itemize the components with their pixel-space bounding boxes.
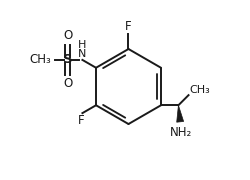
Text: F: F bbox=[125, 20, 132, 33]
Text: O: O bbox=[63, 30, 72, 42]
Text: CH₃: CH₃ bbox=[190, 85, 210, 95]
Text: O: O bbox=[63, 77, 72, 90]
Text: S: S bbox=[63, 53, 72, 66]
Polygon shape bbox=[177, 105, 184, 122]
Text: CH₃: CH₃ bbox=[29, 53, 51, 66]
Text: H
N: H N bbox=[78, 40, 86, 59]
Text: F: F bbox=[78, 114, 85, 127]
Text: NH₂: NH₂ bbox=[170, 126, 192, 139]
